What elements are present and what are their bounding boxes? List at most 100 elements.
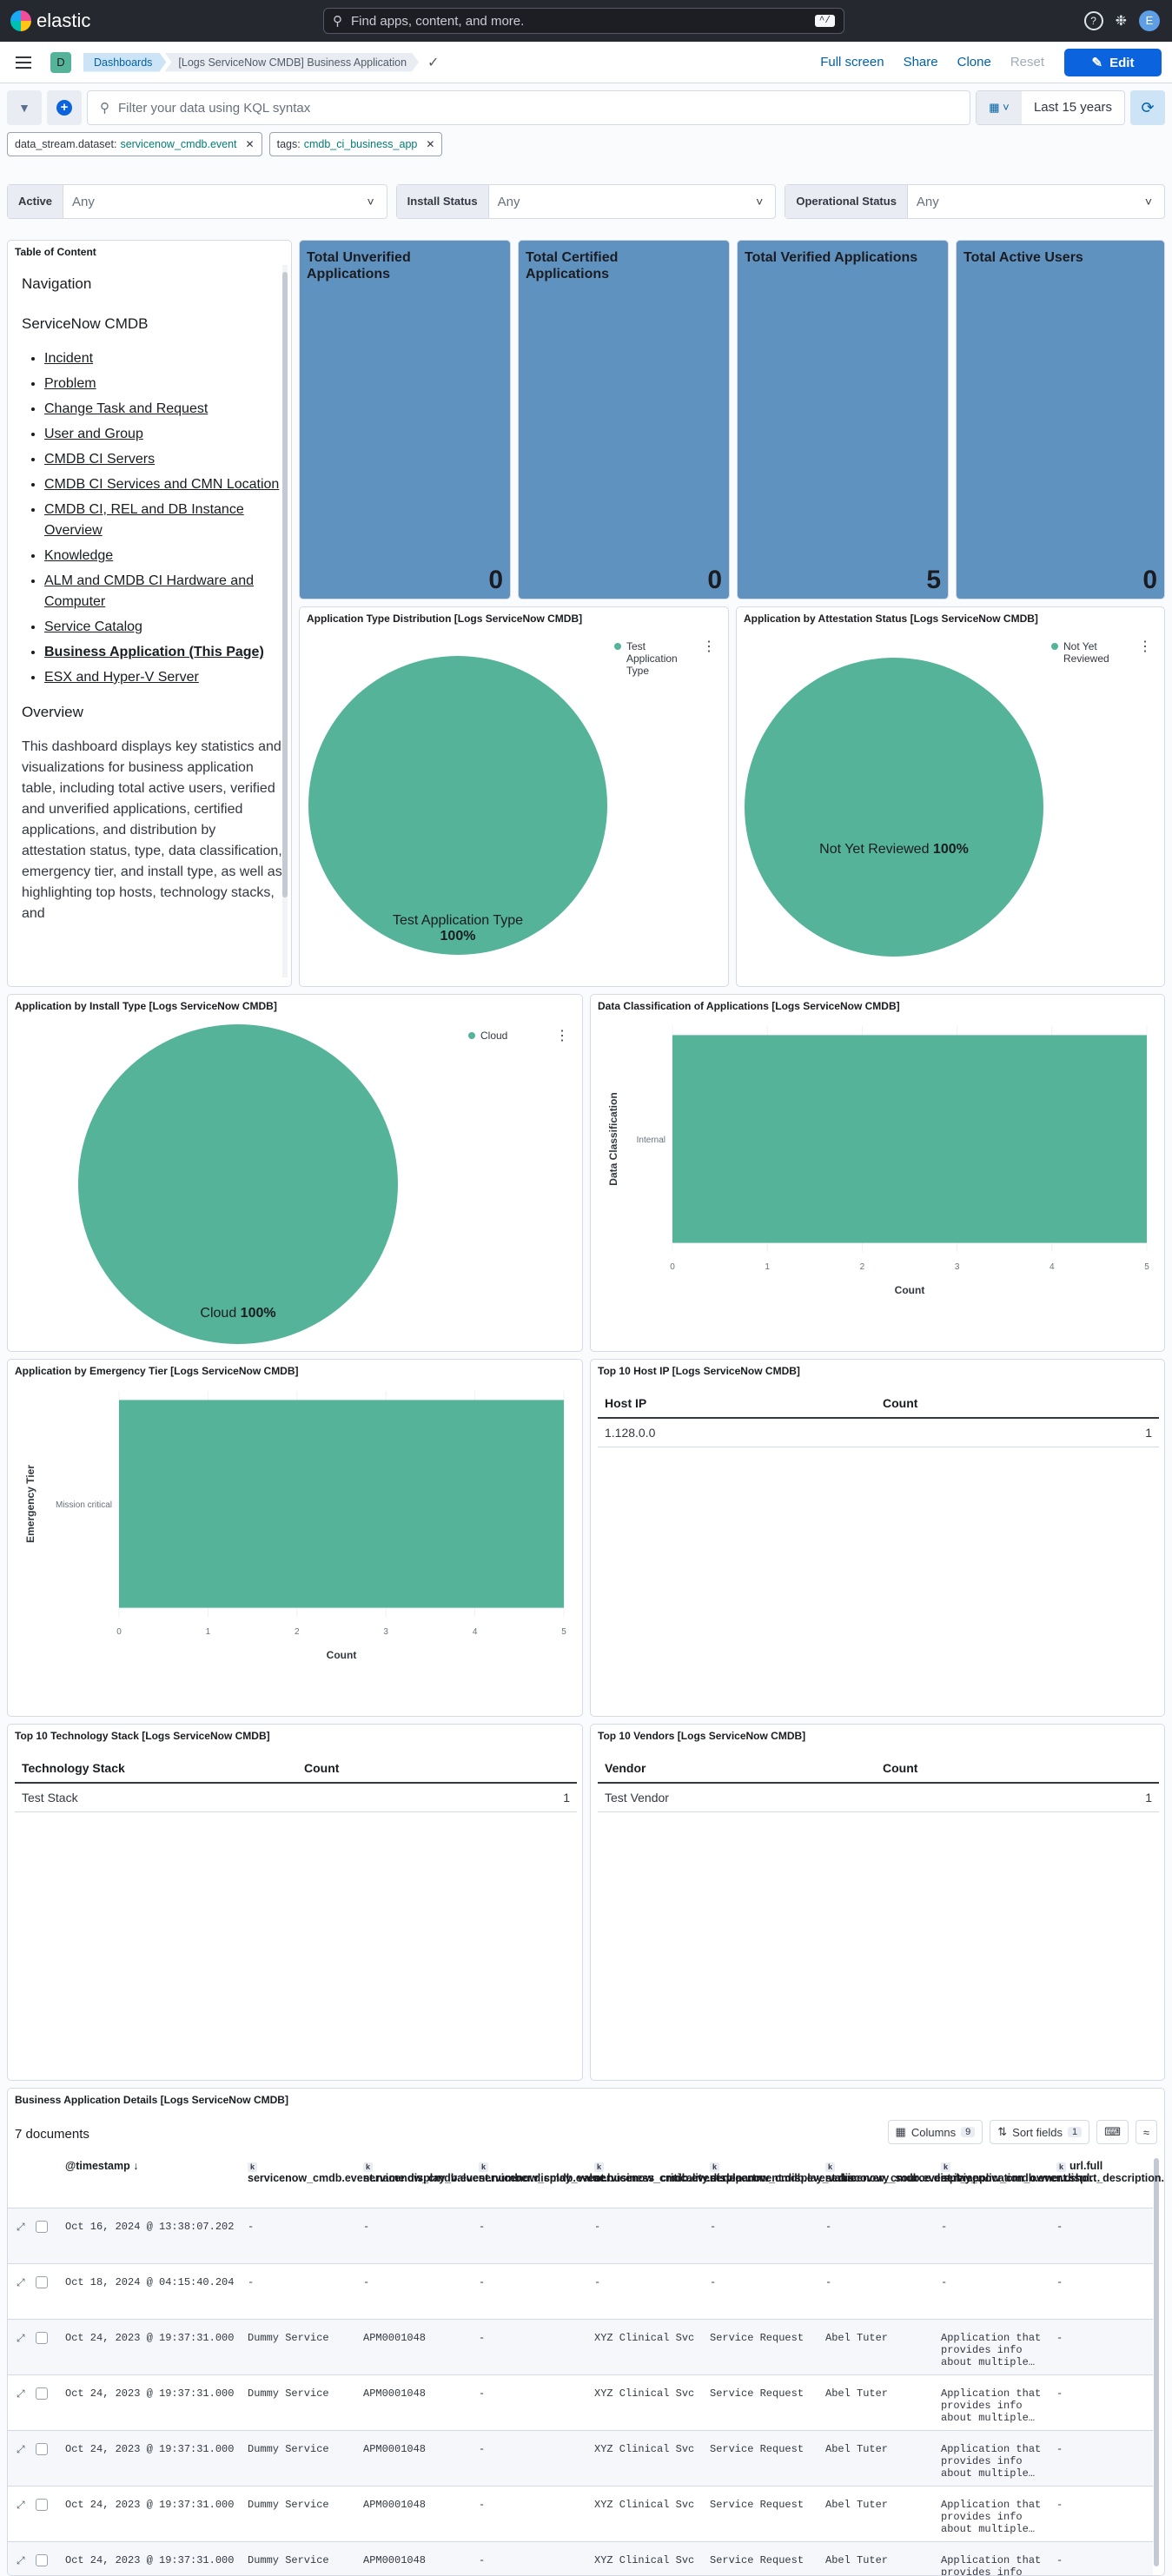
columns-button[interactable]: ▦ Columns 9 [887, 2120, 983, 2144]
table-row[interactable]: ⤢ Oct 24, 2023 @ 19:37:31.000 Dummy Servic… [8, 2542, 1153, 2575]
calendar-icon[interactable]: ▦ ˅ [976, 91, 1022, 124]
elastic-logo[interactable]: elastic [10, 10, 90, 32]
expand-row-icon[interactable]: ⤢ [17, 2443, 25, 2455]
time-range-label[interactable]: Last 15 years [1033, 100, 1112, 115]
column-header-url-full[interactable]: k url.full [1053, 2160, 1140, 2208]
close-icon[interactable]: ✕ [245, 138, 255, 150]
toc-link-ci-services[interactable]: CMDB CI Services and CMN Location [44, 477, 280, 492]
column-header-count[interactable]: Count [876, 1754, 1159, 1784]
legend-menu-icon[interactable]: ⋮ [702, 639, 716, 654]
row-checkbox[interactable] [35, 2499, 48, 2511]
control-value[interactable]: Any [497, 194, 520, 209]
close-icon[interactable]: ✕ [426, 138, 435, 150]
toc-link-service-catalog[interactable]: Service Catalog [44, 619, 142, 634]
kql-query-input[interactable]: ⚲ Filter your data using KQL syntax [87, 90, 970, 125]
toc-link-ci-rel-db[interactable]: CMDB CI, REL and DB Instance Overview [44, 502, 244, 538]
expand-row-icon[interactable]: ⤢ [17, 2221, 25, 2233]
chevron-down-icon[interactable]: ˅ [756, 195, 764, 209]
row-checkbox[interactable] [35, 2221, 48, 2233]
toc-link-incident[interactable]: Incident [44, 351, 94, 366]
row-checkbox[interactable] [35, 2443, 48, 2455]
column-header-timestamp[interactable]: @timestamp ↓ [60, 2160, 244, 2208]
panel-title: Application by Emergency Tier [Logs Serv… [15, 1365, 299, 1377]
share-button[interactable]: Share [903, 55, 938, 70]
column-header-vendor[interactable]: Vendor [598, 1754, 876, 1784]
sort-fields-button[interactable]: ⇅ Sort fields 1 [990, 2120, 1090, 2144]
pie-slice-cloud[interactable] [78, 1024, 398, 1344]
add-filter-button[interactable]: + [47, 90, 82, 125]
news-feed-icon[interactable]: ❉ [1115, 14, 1127, 29]
filter-pill-dataset[interactable]: data_stream.dataset: servicenow_cmdb.eve… [7, 132, 262, 156]
keyboard-shortcuts-button[interactable]: ⌨ [1096, 2120, 1129, 2144]
full-screen-button[interactable]: Full screen [820, 55, 884, 70]
scrollbar-thumb[interactable] [282, 272, 288, 897]
column-header-business-criticality[interactable]: kservicenow_cmdb.event.business_critical… [479, 2162, 753, 2184]
pie-slice-test-application-type[interactable] [308, 656, 607, 955]
control-install-status[interactable]: Install Status Any ˅ [395, 184, 777, 219]
expand-row-icon[interactable]: ⤢ [17, 2499, 25, 2511]
control-value[interactable]: Any [916, 194, 939, 209]
row-checkbox[interactable] [35, 2387, 48, 2400]
clone-button[interactable]: Clone [957, 55, 991, 70]
column-header-count[interactable]: Count [876, 1389, 1159, 1419]
date-picker[interactable]: ▦ ˅ Last 15 years [975, 90, 1125, 125]
filter-pill-tags[interactable]: tags: cmdb_ci_business_app ✕ [268, 132, 443, 156]
chevron-down-icon[interactable]: ˅ [1144, 195, 1153, 209]
column-header-discovery-source[interactable]: kservicenow_cmdb.event.discovery_source.… [710, 2162, 989, 2184]
legend-item[interactable]: Cloud [468, 1030, 520, 1042]
table-row[interactable]: ⤢ Oct 18, 2024 @ 04:15:40.204 - - - - - - - - [8, 2264, 1153, 2320]
control-value[interactable]: Any [72, 194, 95, 209]
help-icon[interactable]: ? [1083, 11, 1103, 30]
table-row[interactable]: ⤢ Oct 24, 2023 @ 19:37:31.000 Dummy Servic… [8, 2375, 1153, 2431]
cell-number: APM0001048 [363, 2554, 427, 2566]
display-settings-button[interactable]: ≈ [1135, 2120, 1157, 2144]
column-header-count[interactable]: Count [297, 1754, 577, 1784]
column-header-host-ip[interactable]: Host IP [598, 1389, 876, 1419]
column-header-short-description[interactable]: kservicenow_cmdb.event.short_description… [941, 2162, 1165, 2184]
table-row[interactable]: ⤢ Oct 24, 2023 @ 19:37:31.000 Dummy Servic… [8, 2487, 1153, 2542]
table-row[interactable]: ⤢ Oct 24, 2023 @ 19:37:31.000 Dummy Servic… [8, 2431, 1153, 2487]
row-checkbox[interactable] [35, 2332, 48, 2344]
column-header-department[interactable]: kservicenow_cmdb.event.department.displa… [594, 2162, 857, 2184]
toc-link-problem[interactable]: Problem [44, 376, 96, 391]
chevron-down-icon[interactable]: ˅ [367, 195, 374, 209]
column-header-it-application-owner[interactable]: kservicenow_cmdb.event.it_application_ow… [825, 2162, 1101, 2184]
toc-link-change-task[interactable]: Change Task and Request [44, 401, 209, 416]
legend-item[interactable]: Not Yet Reviewed [1051, 640, 1112, 665]
toc-link-user-group[interactable]: User and Group [44, 427, 143, 441]
panel-title: Application by Install Type [Logs Servic… [15, 1000, 277, 1012]
table-row[interactable]: ⤢ Oct 24, 2023 @ 19:37:31.000 Dummy Servic… [8, 2320, 1153, 2375]
expand-row-icon[interactable]: ⤢ [17, 2387, 25, 2400]
table-row[interactable]: ⤢ Oct 16, 2024 @ 13:38:07.202 - - - - - - - - [8, 2208, 1153, 2264]
column-header-name[interactable]: kservicenow_cmdb.event.name.display_valu… [248, 2162, 480, 2184]
expand-row-icon[interactable]: ⤢ [17, 2332, 25, 2344]
row-checkbox[interactable] [35, 2554, 48, 2566]
reset-button[interactable]: Reset [1010, 55, 1044, 70]
column-header-technology-stack[interactable]: Technology Stack [15, 1754, 297, 1784]
pie-slice-not-yet-reviewed[interactable] [745, 658, 1043, 957]
expand-row-icon[interactable]: ⤢ [17, 2554, 25, 2566]
toc-link-knowledge[interactable]: Knowledge [44, 548, 114, 563]
breadcrumb-dashboards[interactable]: Dashboards [83, 53, 166, 72]
legend-menu-icon[interactable]: ⋮ [555, 1029, 569, 1043]
toc-link-business-application[interactable]: Business Application (This Page) [44, 645, 264, 659]
control-operational-status[interactable]: Operational Status Any ˅ [785, 184, 1166, 219]
toc-link-ci-servers[interactable]: CMDB CI Servers [44, 452, 156, 467]
global-search-input[interactable]: ⚲ Find apps, content, and more. ^/ [323, 8, 844, 34]
scrollbar-thumb[interactable] [1154, 2158, 1159, 2566]
row-checkbox[interactable] [35, 2276, 48, 2288]
legend-item[interactable]: Test Application Type [614, 640, 678, 677]
filter-menu-button[interactable]: ▼ [7, 90, 42, 125]
space-avatar[interactable]: D [50, 51, 71, 73]
toc-link-esx-hyperv[interactable]: ESX and Hyper-V Server [44, 670, 199, 685]
legend-menu-icon[interactable]: ⋮ [1138, 639, 1152, 654]
edit-button[interactable]: ✎ Edit [1064, 49, 1162, 76]
expand-row-icon[interactable]: ⤢ [17, 2276, 25, 2288]
refresh-button[interactable]: ⟳ [1130, 90, 1165, 125]
toc-link-alm-hardware[interactable]: ALM and CMDB CI Hardware and Computer [44, 573, 254, 609]
control-active[interactable]: Active Any ˅ [7, 184, 387, 219]
sort-arrow-icon[interactable]: ↓ [133, 2160, 139, 2172]
column-header-number[interactable]: kservicenow_cmdb.event.number.display_va… [363, 2162, 606, 2184]
user-avatar[interactable]: E [1139, 10, 1160, 31]
menu-toggle-icon[interactable] [16, 56, 31, 69]
